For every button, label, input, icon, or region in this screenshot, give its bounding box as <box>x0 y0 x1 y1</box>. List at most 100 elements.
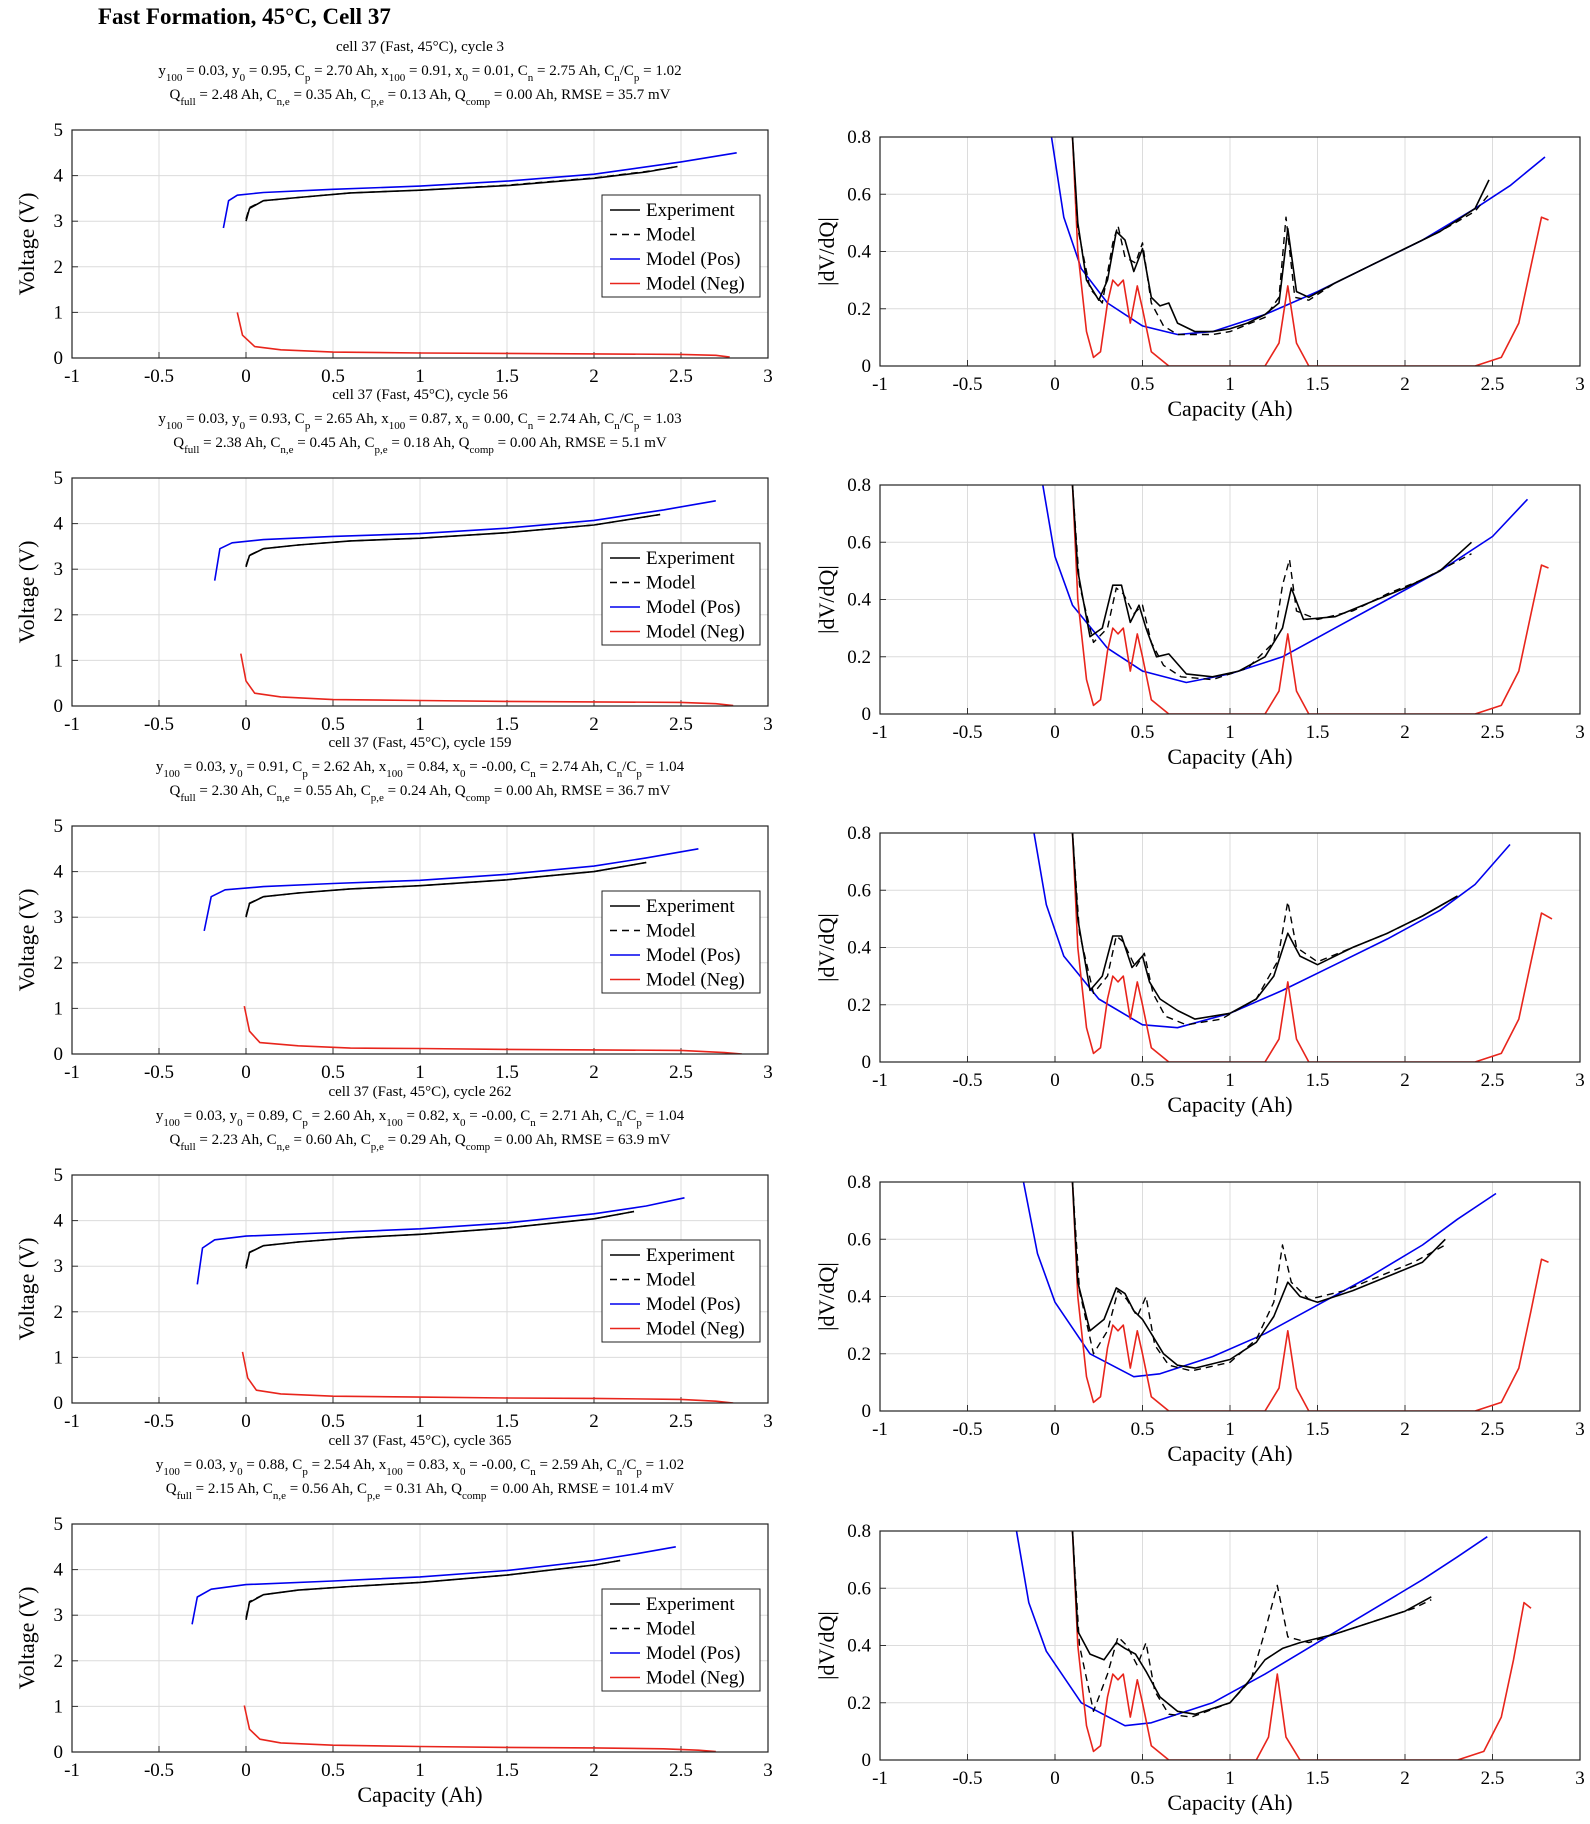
voltage-x-tick-label: 2.5 <box>669 1062 693 1083</box>
dvdq-series-neg <box>1071 137 1549 366</box>
voltage-x-tick-label: 0.5 <box>321 1411 345 1432</box>
dvdq-x-tick-label: -1 <box>872 1070 888 1091</box>
dvdq-x-tick-label: 2 <box>1400 1419 1410 1440</box>
legend-label-pos: Model (Pos) <box>646 597 740 618</box>
voltage-y-tick-label: 4 <box>54 1211 64 1232</box>
voltage-y-tick-label: 3 <box>54 559 64 580</box>
dvdq-chart: -1 -0.5 0 0.5 1 1.5 2 2.5 3 0 0.2 0.4 0.6 0.8 Capacity… <box>814 823 1585 1117</box>
voltage-y-tick-label: 3 <box>54 211 64 232</box>
legend-label-neg: Model (Neg) <box>646 622 745 643</box>
dvdq-x-tick-label: 3 <box>1575 374 1585 395</box>
dvdq-y-tick-label: 0 <box>862 1750 872 1771</box>
page-title: Fast Formation, 45°C, Cell 37 <box>98 4 391 29</box>
voltage-series-neg <box>240 653 734 706</box>
dvdq-axes-frame <box>879 136 1581 367</box>
voltage-series-group <box>203 848 742 1054</box>
dvdq-series-group <box>1033 833 1553 1062</box>
dvdq-axes-frame <box>879 484 1581 715</box>
dvdq-x-tick-label: 0.5 <box>1131 1419 1155 1440</box>
legend-label-model: Model <box>646 573 696 594</box>
voltage-series-experiment <box>245 165 678 222</box>
voltage-y-tick-label: 0 <box>54 1742 64 1763</box>
voltage-series-pos <box>222 152 737 229</box>
dvdq-y-tick-label: 0.4 <box>847 242 871 263</box>
voltage-y-axis-label: Voltage (V) <box>14 541 39 644</box>
legend-label-pos: Model (Pos) <box>646 1294 740 1315</box>
voltage-x-tick-label: 2.5 <box>669 1411 693 1432</box>
legend-label-neg: Model (Neg) <box>646 970 745 991</box>
dvdq-x-tick-label: 1 <box>1225 1768 1235 1789</box>
legend-box <box>601 194 761 298</box>
voltage-series-experiment <box>245 861 647 918</box>
voltage-y-tick-label: 4 <box>54 1560 64 1581</box>
legend-label-experiment: Experiment <box>646 1594 735 1615</box>
dvdq-series-model <box>1071 485 1472 681</box>
dvdq-series-experiment <box>1071 137 1490 333</box>
voltage-series-pos <box>191 1546 676 1625</box>
voltage-x-tick-label: 3 <box>763 1760 773 1781</box>
dvdq-x-axis-label: Capacity (Ah) <box>1167 1790 1292 1815</box>
dvdq-y-tick-label: 0.2 <box>847 647 871 668</box>
dvdq-x-tick-label: 0.5 <box>1131 1070 1155 1091</box>
subplot-title-line-1: cell 37 (Fast, 45°C), cycle 56 <box>332 387 508 403</box>
dvdq-y-tick-label: 0.6 <box>847 880 871 901</box>
dvdq-x-tick-label: 2 <box>1400 1768 1410 1789</box>
dvdq-y-tick-label: 0.2 <box>847 299 871 320</box>
dvdq-x-axis-label: Capacity (Ah) <box>1167 396 1292 421</box>
voltage-x-tick-label: 0.5 <box>321 714 345 735</box>
dvdq-x-tick-label: -1 <box>872 722 888 743</box>
dvdq-x-tick-label: 2 <box>1400 1070 1410 1091</box>
dvdq-series-neg <box>1071 833 1553 1062</box>
voltage-x-tick-label: 0 <box>241 1411 251 1432</box>
dvdq-chart: -1 -0.5 0 0.5 1 1.5 2 2.5 3 0 0.2 0.4 0.6 0.8 Capacity… <box>814 475 1585 769</box>
dvdq-axes-frame <box>879 1181 1581 1412</box>
dvdq-x-tick-label: 1.5 <box>1306 374 1330 395</box>
dvdq-series-group <box>1042 485 1549 714</box>
dvdq-x-tick-label: 1.5 <box>1306 1070 1330 1091</box>
dvdq-y-tick-label: 0.2 <box>847 1693 871 1714</box>
voltage-series-neg <box>243 1005 742 1054</box>
dvdq-series-experiment <box>1071 1531 1432 1715</box>
dvdq-x-tick-label: 3 <box>1575 722 1585 743</box>
dvdq-y-axis-label: |dV/dQ| <box>814 913 839 982</box>
dvdq-x-tick-label: 0 <box>1050 374 1060 395</box>
voltage-series-experiment <box>245 1559 621 1620</box>
dvdq-y-tick-label: 0.6 <box>847 1229 871 1250</box>
dvdq-x-tick-label: 0 <box>1050 1419 1060 1440</box>
voltage-y-tick-label: 1 <box>54 1347 64 1368</box>
voltage-series-experiment <box>245 513 661 568</box>
legend-label-pos: Model (Pos) <box>646 945 740 966</box>
subplot-title-line-3: Qfull = 2.15 Ah, Cn,e = 0.56 Ah, Cp,e = … <box>166 1481 675 1502</box>
dvdq-chart: -1 -0.5 0 0.5 1 1.5 2 2.5 3 0 0.2 0.4 0.6 0.8 Capacity… <box>814 127 1585 421</box>
voltage-y-axis-label: Voltage (V) <box>14 1238 39 1341</box>
dvdq-x-tick-label: -0.5 <box>952 1419 982 1440</box>
dvdq-x-tick-label: 0.5 <box>1131 1768 1155 1789</box>
voltage-series-pos <box>196 1197 685 1285</box>
voltage-y-tick-label: 1 <box>54 302 64 323</box>
dvdq-y-tick-label: 0 <box>862 1052 872 1073</box>
voltage-x-tick-label: 1 <box>415 1760 425 1781</box>
dvdq-x-axis-label: Capacity (Ah) <box>1167 1092 1292 1117</box>
voltage-x-tick-label: 0 <box>241 1062 251 1083</box>
dvdq-x-tick-label: 1 <box>1225 1070 1235 1091</box>
dvdq-x-tick-label: 1.5 <box>1306 722 1330 743</box>
voltage-y-tick-label: 5 <box>54 468 64 489</box>
dvdq-y-axis-label: |dV/dQ| <box>814 1611 839 1680</box>
subplot-title-line-2: y100 = 0.03, y0 = 0.89, Cp = 2.60 Ah, x1… <box>156 1108 685 1129</box>
dvdq-x-tick-label: -0.5 <box>952 374 982 395</box>
voltage-x-tick-label: -0.5 <box>144 366 174 387</box>
dvdq-x-tick-label: 2 <box>1400 722 1410 743</box>
subplot-title-line-3: Qfull = 2.48 Ah, Cn,e = 0.35 Ah, Cp,e = … <box>170 87 671 108</box>
voltage-series-experiment <box>245 1210 635 1269</box>
dvdq-y-tick-label: 0.2 <box>847 1344 871 1365</box>
voltage-chart: -1 -0.5 0 0.5 1 1.5 2 2.5 3 0 1 2 3 4 5 Voltage (V) Expe… <box>14 120 773 387</box>
dvdq-y-tick-label: 0.4 <box>847 1287 871 1308</box>
dvdq-y-tick-label: 0 <box>862 1401 872 1422</box>
subplot-title-line-3: Qfull = 2.23 Ah, Cn,e = 0.60 Ah, Cp,e = … <box>170 1132 671 1153</box>
dvdq-series-pos <box>1015 1531 1488 1727</box>
dvdq-series-model <box>1071 833 1458 1026</box>
dvdq-y-tick-label: 0.6 <box>847 184 871 205</box>
dvdq-x-tick-label: 2 <box>1400 374 1410 395</box>
dvdq-series-neg <box>1071 1182 1549 1411</box>
voltage-y-tick-label: 4 <box>54 862 64 883</box>
